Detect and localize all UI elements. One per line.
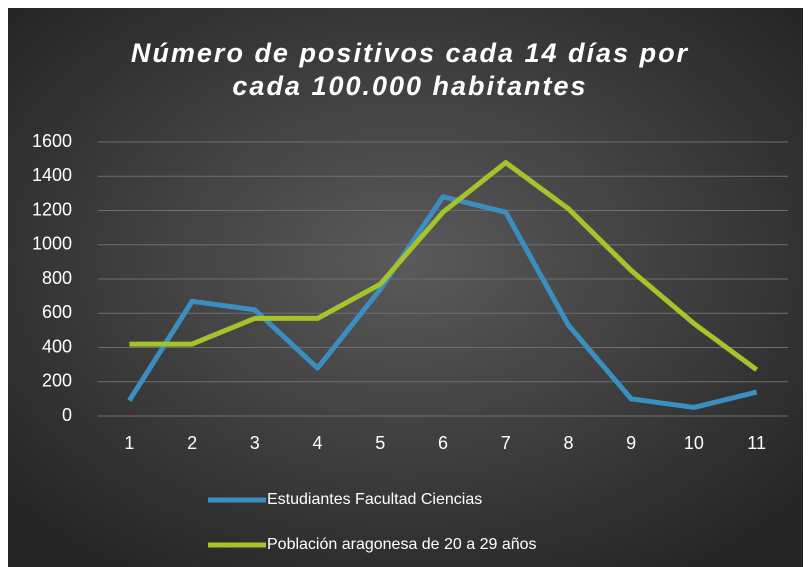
chart-title: cada 100.000 habitantes bbox=[232, 71, 587, 101]
x-tick-label: 4 bbox=[313, 433, 323, 453]
legend-label: Estudiantes Facultad Ciencias bbox=[267, 491, 482, 508]
x-tick-label: 10 bbox=[684, 433, 704, 453]
legend-label: Población aragonesa de 20 a 29 años bbox=[267, 536, 537, 553]
y-tick-label: 400 bbox=[42, 336, 72, 356]
y-tick-label: 1200 bbox=[32, 199, 72, 219]
x-tick-label: 7 bbox=[501, 433, 511, 453]
y-tick-label: 0 bbox=[62, 405, 72, 425]
x-tick-label: 3 bbox=[250, 433, 260, 453]
background bbox=[8, 8, 803, 567]
x-tick-label: 8 bbox=[563, 433, 573, 453]
line bbox=[129, 160, 759, 372]
y-tick-label: 200 bbox=[42, 371, 72, 391]
x-tick-label: 11 bbox=[747, 433, 766, 453]
x-tick-label: 5 bbox=[375, 433, 385, 453]
chart-title: Número de positivos cada 14 días por bbox=[131, 38, 689, 68]
x-tick-label: 6 bbox=[438, 433, 448, 453]
y-tick-label: 1600 bbox=[32, 131, 72, 151]
x-tick-label: 1 bbox=[124, 433, 134, 453]
y-tick-label: 1400 bbox=[32, 165, 72, 185]
x-tick-label: 2 bbox=[187, 433, 197, 453]
y-tick-label: 800 bbox=[42, 268, 72, 288]
y-tick-label: 600 bbox=[42, 302, 72, 322]
y-tick-label: 1000 bbox=[32, 234, 72, 254]
x-tick-label: 9 bbox=[626, 433, 636, 453]
line bbox=[127, 194, 758, 410]
